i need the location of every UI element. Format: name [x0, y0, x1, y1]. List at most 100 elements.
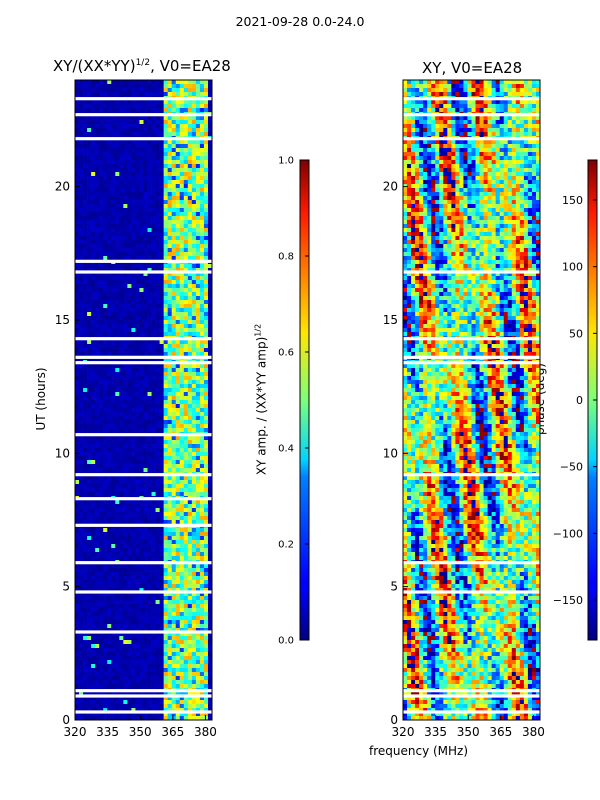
heatmap-cell	[91, 144, 96, 149]
heatmap-cell	[91, 320, 96, 325]
heatmap-cell	[171, 140, 177, 145]
heatmap-cell	[91, 256, 96, 261]
heatmap-cell	[87, 428, 92, 433]
heatmap-cell	[119, 520, 124, 525]
heatmap-cell	[135, 236, 140, 241]
heatmap-cell	[135, 220, 140, 225]
heatmap-cell	[139, 364, 144, 369]
heatmap-cell	[75, 240, 80, 245]
heatmap-cell	[135, 416, 140, 421]
heatmap-cell	[191, 284, 197, 289]
heatmap-cell	[83, 368, 88, 373]
heatmap-cell	[135, 460, 140, 465]
heatmap-cell	[107, 152, 112, 157]
heatmap-cell	[183, 556, 189, 561]
heatmap-cell	[183, 576, 189, 581]
heatmap-cell	[179, 156, 185, 161]
heatmap-cell	[183, 204, 189, 209]
heatmap-cell	[111, 580, 116, 585]
heatmap-cell	[151, 192, 156, 197]
heatmap-cell	[127, 116, 132, 121]
heatmap-cell	[147, 444, 152, 449]
heatmap-cell	[143, 232, 148, 237]
heatmap-cell	[195, 572, 201, 577]
heatmap-cell	[187, 128, 193, 133]
heatmap-cell	[111, 152, 116, 157]
heatmap-cell	[131, 108, 136, 113]
heatmap-cell	[131, 520, 136, 525]
heatmap-cell	[175, 84, 181, 89]
heatmap-cell	[131, 376, 136, 381]
heatmap-cell	[123, 448, 128, 453]
heatmap-cell	[159, 204, 164, 209]
heatmap-cell	[139, 404, 144, 409]
heatmap-cell	[103, 384, 108, 389]
heatmap-cell	[151, 540, 156, 545]
heatmap-cell	[79, 584, 84, 589]
heatmap-cell	[151, 244, 156, 249]
heatmap-cell	[175, 124, 181, 129]
heatmap-cell	[143, 492, 148, 497]
heatmap-cell	[75, 236, 80, 241]
heatmap-cell	[147, 156, 152, 161]
heatmap-cell	[151, 628, 156, 633]
heatmap-cell	[203, 268, 209, 273]
heatmap-cell	[127, 608, 132, 613]
heatmap-cell	[115, 192, 120, 197]
heatmap-cell	[119, 508, 124, 513]
heatmap-cell	[163, 600, 169, 605]
heatmap-cell	[119, 436, 124, 441]
heatmap-cell	[167, 624, 173, 629]
heatmap-cell	[147, 288, 152, 293]
heatmap-cell	[95, 384, 100, 389]
heatmap-cell	[103, 576, 108, 581]
heatmap-cell	[115, 312, 120, 317]
heatmap-cell	[87, 332, 92, 337]
heatmap-cell	[151, 404, 156, 409]
heatmap-cell	[111, 416, 116, 421]
heatmap-cell	[111, 328, 116, 333]
heatmap-cell	[95, 192, 100, 197]
heatmap-cell	[155, 604, 160, 609]
heatmap-cell	[151, 132, 156, 137]
heatmap-cell	[119, 180, 124, 185]
heatmap-cell	[187, 88, 193, 93]
heatmap-cell	[103, 320, 108, 325]
heatmap-cell	[79, 140, 84, 145]
heatmap-cell	[79, 408, 84, 413]
heatmap-cell	[171, 652, 177, 657]
heatmap-cell	[207, 172, 212, 177]
heatmap-cell	[191, 468, 197, 473]
heatmap-cell	[155, 396, 160, 401]
heatmap-cell	[79, 412, 84, 417]
heatmap-cell	[183, 584, 189, 589]
heatmap-cell	[199, 508, 205, 513]
heatmap-cell	[123, 556, 128, 561]
heatmap-cell	[147, 564, 152, 569]
heatmap-cell	[135, 156, 140, 161]
heatmap-cell	[135, 328, 140, 333]
heatmap-cell	[131, 664, 136, 669]
heatmap-cell	[207, 392, 212, 397]
heatmap-cell	[95, 284, 100, 289]
heatmap-cell	[203, 128, 209, 133]
heatmap-cell	[103, 264, 108, 269]
heatmap-cell	[175, 300, 181, 305]
heatmap-cell	[171, 412, 177, 417]
heatmap-cell	[83, 232, 88, 237]
heatmap-cell	[155, 664, 160, 669]
heatmap-cell	[107, 168, 112, 173]
heatmap-cell	[107, 100, 112, 105]
heatmap-cell	[91, 220, 96, 225]
heatmap-cell	[203, 380, 209, 385]
heatmap-cell	[135, 404, 140, 409]
heatmap-cell	[83, 372, 88, 377]
heatmap-cell	[103, 468, 108, 473]
heatmap-cell	[167, 468, 173, 473]
heatmap-cell	[163, 516, 169, 521]
heatmap-cell	[171, 340, 177, 345]
heatmap-cell	[207, 236, 212, 241]
heatmap-cell	[191, 620, 197, 625]
heatmap-cell	[127, 184, 132, 189]
heatmap-cell	[139, 504, 144, 509]
